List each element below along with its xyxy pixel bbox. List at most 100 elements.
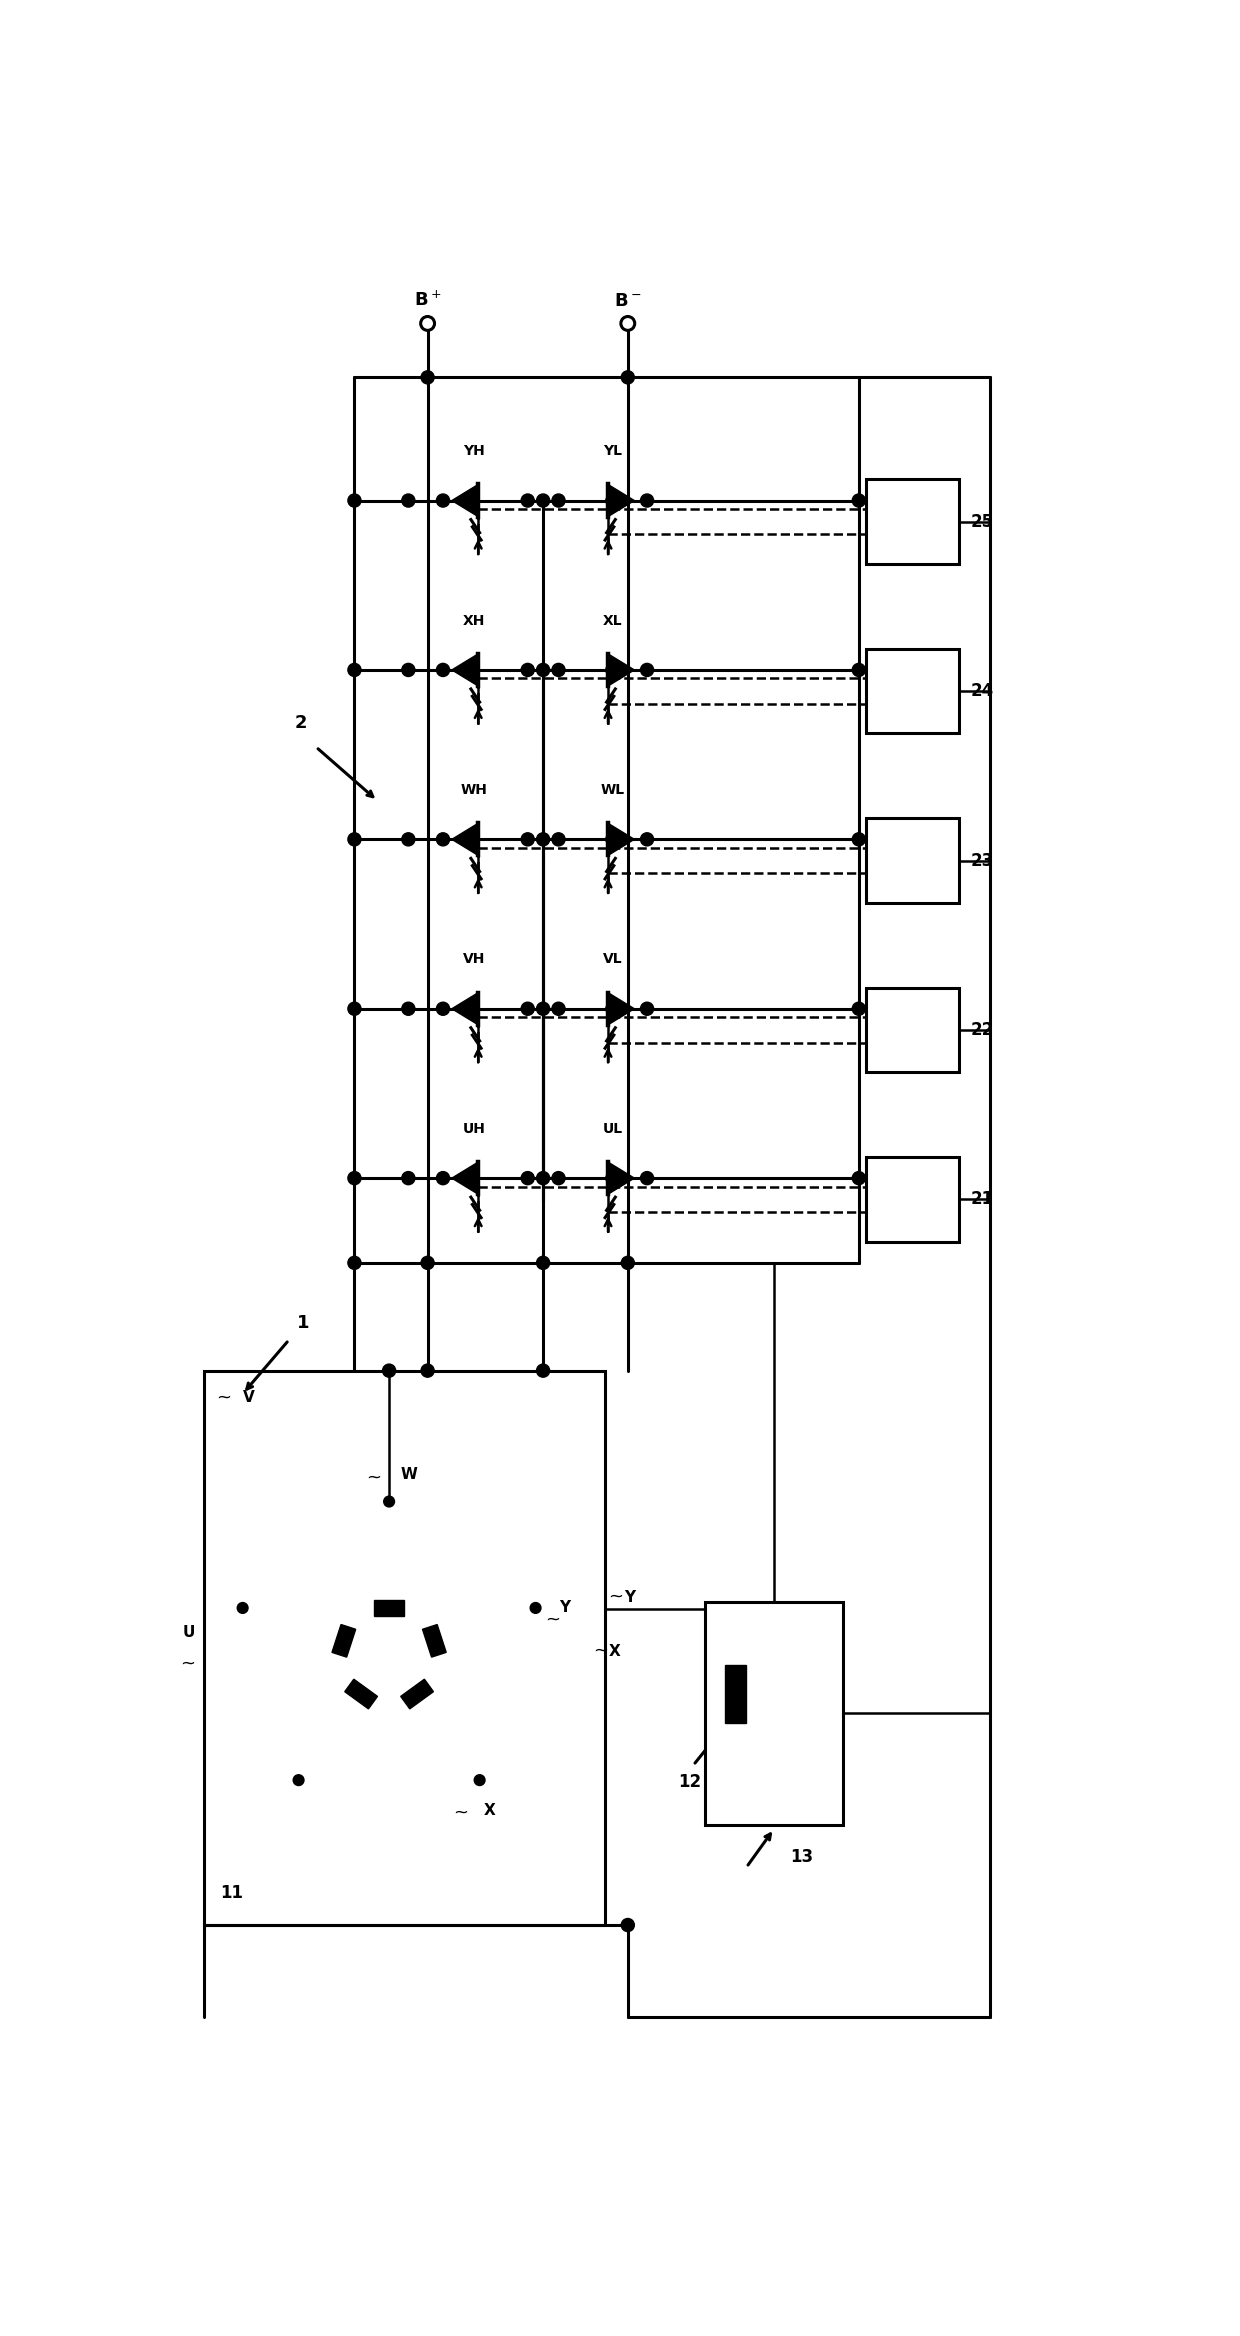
Circle shape (402, 663, 415, 677)
Text: XL: XL (603, 614, 622, 628)
Polygon shape (451, 654, 479, 687)
Text: V: V (243, 1390, 254, 1404)
Text: YL: YL (603, 444, 622, 458)
Circle shape (422, 1364, 434, 1378)
Bar (205, 1371, 605, 1925)
Circle shape (641, 663, 653, 677)
Text: WL: WL (600, 783, 625, 797)
Circle shape (436, 493, 450, 507)
Circle shape (552, 834, 565, 846)
Text: 25: 25 (971, 512, 993, 530)
Circle shape (641, 834, 653, 846)
Text: 11: 11 (219, 1883, 243, 1902)
Text: X: X (484, 1803, 495, 1817)
Text: 24: 24 (971, 682, 993, 701)
Circle shape (237, 1602, 248, 1614)
Text: Y: Y (624, 1591, 635, 1605)
Text: B$^+$: B$^+$ (414, 290, 441, 311)
Bar (867, 649, 959, 734)
Circle shape (621, 1918, 635, 1932)
Circle shape (537, 493, 549, 507)
Text: UL: UL (603, 1121, 622, 1135)
Text: ~: ~ (593, 1642, 608, 1659)
Bar (345, 1680, 377, 1710)
Bar (374, 1600, 404, 1617)
Text: 22: 22 (971, 1021, 993, 1040)
Bar (401, 1680, 434, 1710)
Circle shape (521, 663, 534, 677)
Polygon shape (608, 1161, 635, 1194)
Text: ~: ~ (180, 1654, 195, 1673)
Polygon shape (608, 993, 635, 1026)
Circle shape (348, 1002, 361, 1016)
Text: VL: VL (603, 953, 622, 967)
Circle shape (537, 1002, 549, 1016)
Circle shape (537, 1364, 549, 1378)
Circle shape (402, 1173, 415, 1184)
Text: ~: ~ (216, 1388, 231, 1406)
Circle shape (852, 493, 866, 507)
Text: W: W (401, 1467, 418, 1483)
Circle shape (422, 1257, 434, 1268)
Text: WH: WH (460, 783, 487, 797)
Circle shape (641, 493, 653, 507)
Polygon shape (451, 1161, 479, 1194)
Circle shape (606, 1002, 619, 1016)
Circle shape (531, 1602, 541, 1614)
Text: B$^-$: B$^-$ (614, 292, 641, 311)
Circle shape (852, 1002, 866, 1016)
Circle shape (383, 1364, 396, 1378)
Circle shape (606, 1173, 619, 1184)
Circle shape (521, 1173, 534, 1184)
Circle shape (402, 1002, 415, 1016)
Circle shape (606, 493, 619, 507)
Circle shape (436, 834, 450, 846)
Circle shape (474, 1775, 485, 1785)
Circle shape (521, 493, 534, 507)
Circle shape (293, 1775, 304, 1785)
Circle shape (348, 834, 361, 846)
Circle shape (521, 834, 534, 846)
Circle shape (537, 1173, 549, 1184)
Circle shape (552, 493, 565, 507)
Text: 23: 23 (971, 853, 993, 869)
Text: YH: YH (463, 444, 485, 458)
Bar (867, 818, 959, 904)
Text: VH: VH (463, 953, 485, 967)
Circle shape (537, 1257, 549, 1268)
Circle shape (348, 493, 361, 507)
Circle shape (422, 371, 434, 383)
Circle shape (420, 315, 434, 329)
Text: ~: ~ (453, 1803, 467, 1822)
Text: ~: ~ (544, 1610, 559, 1628)
Bar (867, 988, 959, 1072)
Circle shape (621, 1257, 635, 1268)
Circle shape (348, 1257, 361, 1268)
Text: U: U (182, 1626, 195, 1640)
Circle shape (552, 1173, 565, 1184)
Circle shape (552, 663, 565, 677)
Circle shape (436, 1002, 450, 1016)
Polygon shape (451, 993, 479, 1026)
Bar (725, 1666, 746, 1724)
Polygon shape (608, 484, 635, 516)
Circle shape (621, 371, 635, 383)
Text: UH: UH (463, 1121, 485, 1135)
Circle shape (402, 493, 415, 507)
Circle shape (436, 663, 450, 677)
Circle shape (852, 1173, 866, 1184)
Polygon shape (451, 822, 479, 855)
Circle shape (641, 1173, 653, 1184)
Polygon shape (608, 654, 635, 687)
Text: 21: 21 (971, 1191, 993, 1208)
Text: Y: Y (559, 1600, 570, 1617)
Text: XH: XH (463, 614, 485, 628)
Circle shape (537, 834, 549, 846)
Text: 12: 12 (678, 1773, 701, 1792)
Circle shape (852, 834, 866, 846)
Circle shape (606, 663, 619, 677)
Circle shape (383, 1495, 394, 1507)
Circle shape (641, 1002, 653, 1016)
Bar (867, 1156, 959, 1243)
Bar (867, 479, 959, 563)
